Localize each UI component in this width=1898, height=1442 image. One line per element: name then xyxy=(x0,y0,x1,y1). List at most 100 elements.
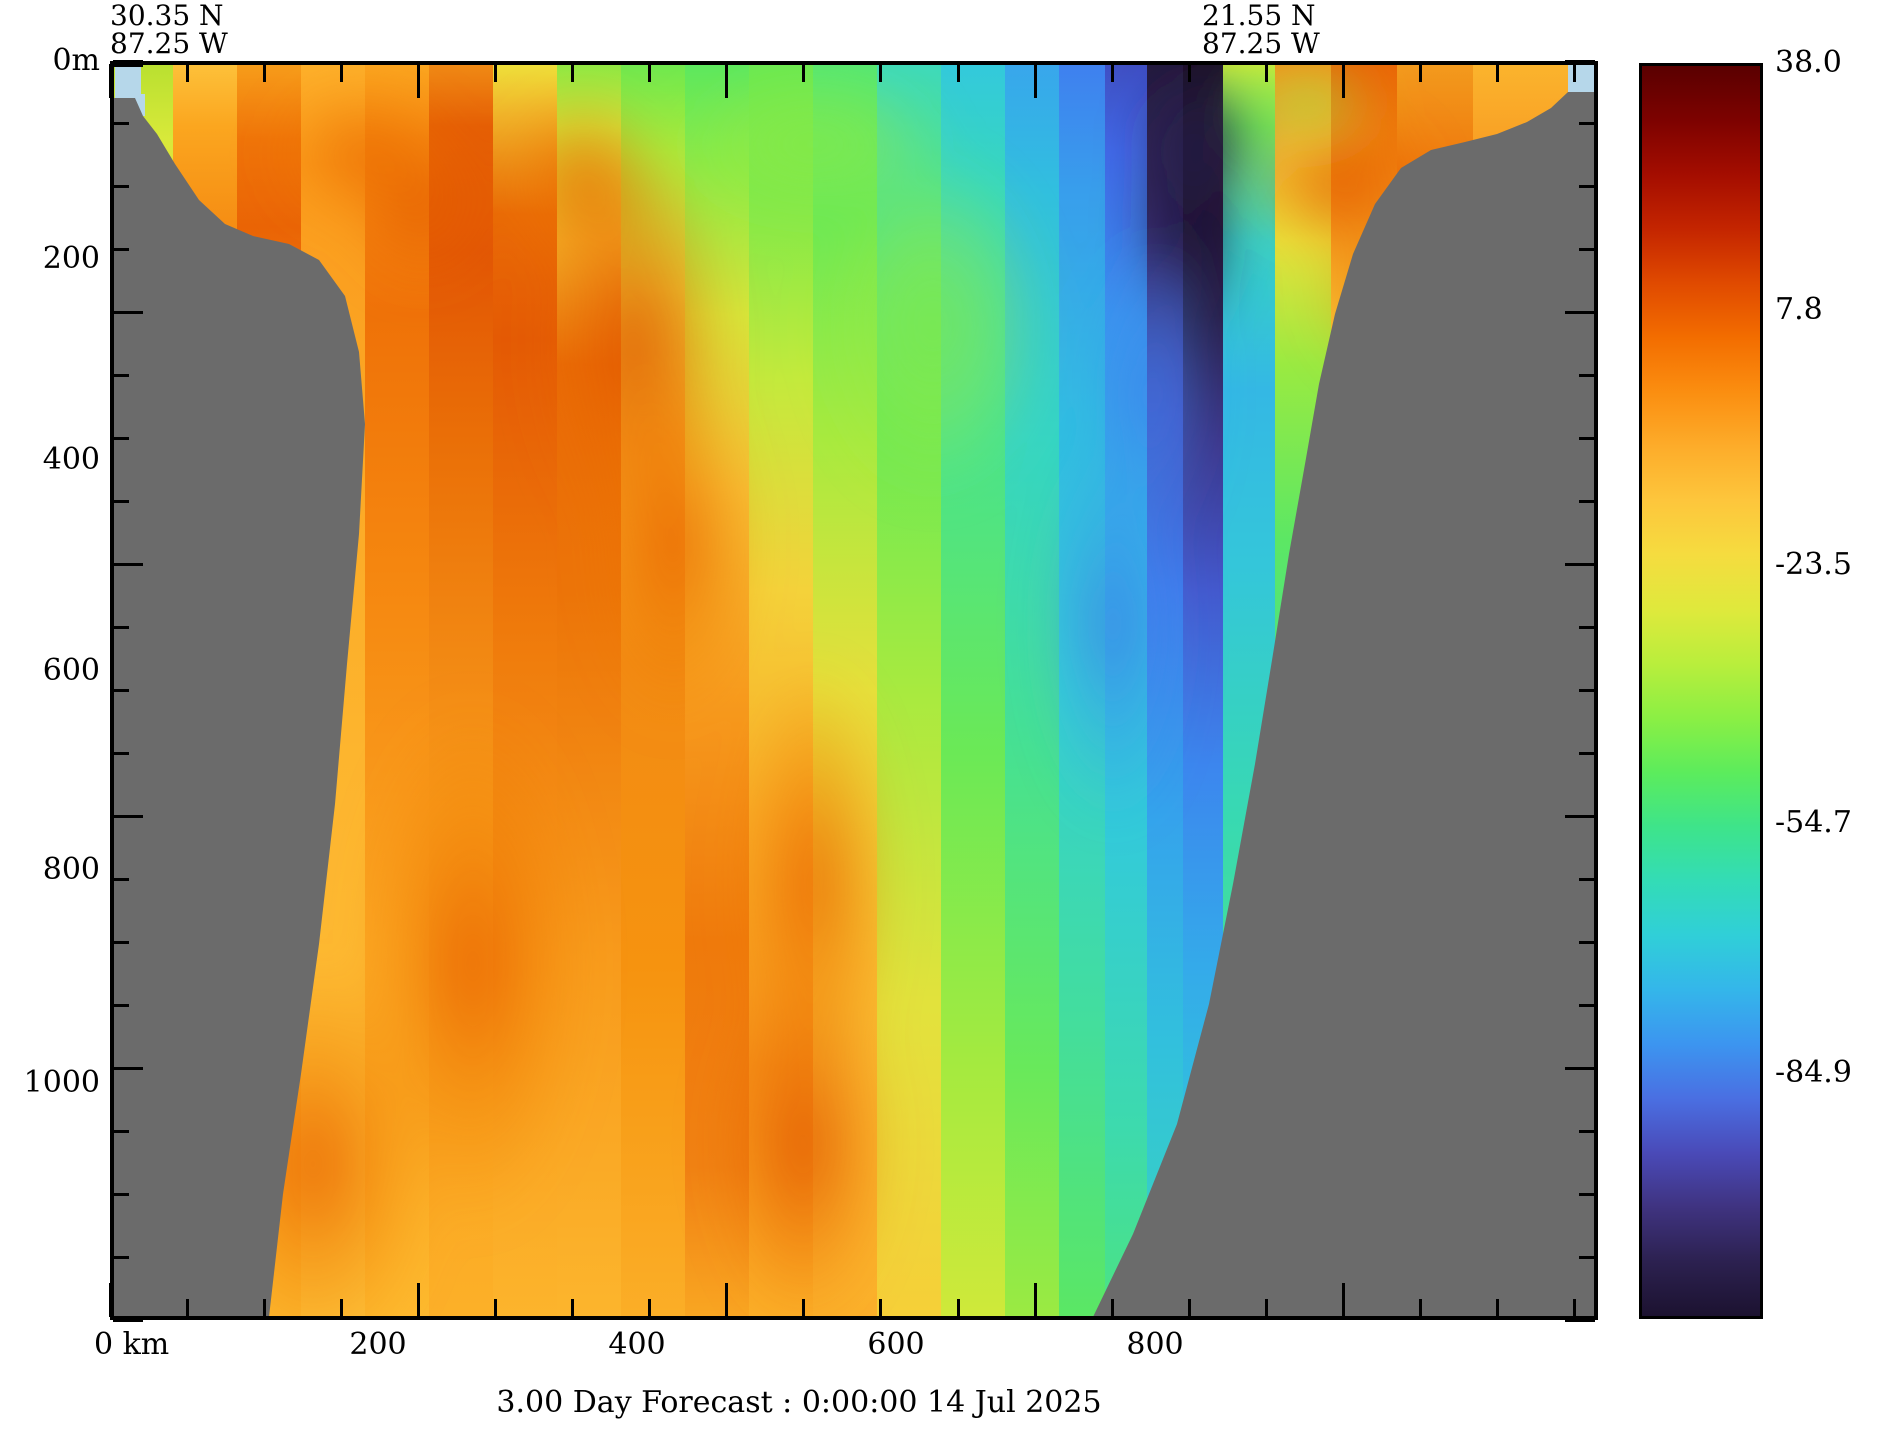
ytick-800 xyxy=(113,1066,143,1070)
colorbar-label-min: -84.9 xyxy=(1775,1055,1852,1090)
xtick-top-450 xyxy=(802,64,806,82)
xtick-label-200: 200 xyxy=(349,1327,407,1362)
xtick-top-0 xyxy=(108,64,112,98)
xtick-top-850 xyxy=(1419,64,1423,82)
field-structure-blobs xyxy=(193,64,1513,1317)
xtick-bottom-700 xyxy=(1187,1299,1191,1317)
colorbar-label-3: -23.5 xyxy=(1775,547,1852,582)
ytick-600 xyxy=(113,814,143,818)
ytick-450 xyxy=(113,626,129,630)
ytick-label-400: 400 xyxy=(42,442,100,477)
xtick-top-950 xyxy=(1573,64,1577,82)
xtick-bottom-750 xyxy=(1264,1299,1268,1317)
xtick-label-400: 400 xyxy=(608,1327,666,1362)
ytick-1000 xyxy=(113,1318,143,1322)
surface-patch-left xyxy=(115,64,141,98)
ytick-label-0: 0m xyxy=(52,43,100,78)
ytick-right-50 xyxy=(1579,122,1595,126)
ytick-label-200: 200 xyxy=(42,241,100,276)
ytick-right-450 xyxy=(1579,626,1595,630)
colorbar-label-4: -54.7 xyxy=(1775,805,1852,840)
xtick-bottom-800 xyxy=(1342,1283,1346,1317)
ytick-right-350 xyxy=(1579,500,1595,504)
xtick-bottom-600 xyxy=(1033,1283,1037,1317)
right-endpoint-coordinates: 21.55 N 87.25 W xyxy=(1202,2,1320,58)
ytick-right-100 xyxy=(1579,185,1595,189)
ytick-right-700 xyxy=(1579,940,1595,944)
xtick-bottom-650 xyxy=(1110,1299,1114,1317)
ytick-right-800 xyxy=(1565,1066,1595,1070)
xtick-bottom-900 xyxy=(1496,1299,1500,1317)
xtick-top-300 xyxy=(571,64,575,82)
xtick-bottom-300 xyxy=(571,1299,575,1317)
xtick-top-600 xyxy=(1033,64,1037,98)
left-latitude-label: 30.35 N xyxy=(110,0,224,32)
xtick-bottom-100 xyxy=(262,1299,266,1317)
left-endpoint-coordinates: 30.35 N 87.25 W xyxy=(110,2,228,58)
ytick-right-200 xyxy=(1565,311,1595,315)
xtick-bottom-250 xyxy=(493,1299,497,1317)
ytick-50 xyxy=(113,122,129,126)
ytick-right-900 xyxy=(1579,1192,1595,1196)
xtick-top-750 xyxy=(1264,64,1268,82)
xtick-top-350 xyxy=(648,64,652,82)
xtick-top-200 xyxy=(416,64,420,98)
ytick-label-600: 600 xyxy=(42,653,100,688)
ytick-700 xyxy=(113,940,129,944)
ytick-right-150 xyxy=(1579,248,1595,252)
colorbar-label-2: 7.8 xyxy=(1775,292,1823,327)
ytick-400 xyxy=(113,563,143,567)
xtick-label-800: 800 xyxy=(1126,1327,1184,1362)
ytick-150 xyxy=(113,248,129,252)
xtick-bottom-200 xyxy=(416,1283,420,1317)
ytick-label-1000: 1000 xyxy=(23,1065,100,1100)
bathymetry-mask-right xyxy=(1093,92,1595,1317)
xtick-top-50 xyxy=(185,64,189,82)
xtick-bottom-500 xyxy=(879,1299,883,1317)
xtick-top-700 xyxy=(1187,64,1191,82)
ytick-0 xyxy=(113,59,143,63)
ytick-right-750 xyxy=(1579,1003,1595,1007)
ytick-300 xyxy=(113,437,129,441)
left-longitude-label: 87.25 W xyxy=(110,27,228,60)
xtick-bottom-150 xyxy=(339,1299,343,1317)
xtick-top-500 xyxy=(879,64,883,82)
colorbar-gradient xyxy=(1642,66,1760,1316)
xtick-bottom-850 xyxy=(1419,1299,1423,1317)
cross-section-plot xyxy=(110,61,1598,1320)
xtick-bottom-50 xyxy=(185,1299,189,1317)
ytick-850 xyxy=(113,1129,129,1133)
ytick-right-400 xyxy=(1565,563,1595,567)
ytick-550 xyxy=(113,751,129,755)
ytick-right-0 xyxy=(1565,59,1595,63)
xtick-top-150 xyxy=(339,64,343,82)
xtick-bottom-350 xyxy=(648,1299,652,1317)
ytick-right-500 xyxy=(1579,689,1595,692)
xtick-top-100 xyxy=(262,64,266,82)
xtick-bottom-550 xyxy=(956,1299,960,1317)
xtick-top-400 xyxy=(725,64,729,98)
xtick-label-600: 600 xyxy=(867,1327,925,1362)
xtick-top-800 xyxy=(1342,64,1346,98)
right-latitude-label: 21.55 N xyxy=(1202,0,1316,32)
ytick-right-550 xyxy=(1579,751,1595,755)
forecast-caption: 3.00 Day Forecast : 0:00:00 14 Jul 2025 xyxy=(496,1385,1102,1420)
colorbar xyxy=(1639,63,1763,1319)
ytick-500 xyxy=(113,689,129,692)
xtick-bottom-400 xyxy=(725,1283,729,1317)
bathymetry-mask-left xyxy=(113,98,365,1317)
ytick-0 xyxy=(113,64,143,67)
ytick-100 xyxy=(113,185,129,189)
cross-section-field xyxy=(113,64,1595,1317)
xtick-top-550 xyxy=(956,64,960,82)
colorbar-label-max: 38.0 xyxy=(1775,45,1842,80)
xtick-bottom-950 xyxy=(1573,1299,1577,1317)
ytick-900 xyxy=(113,1192,129,1196)
ytick-right-250 xyxy=(1579,374,1595,378)
ytick-right-850 xyxy=(1579,1129,1595,1133)
xtick-bottom-450 xyxy=(802,1299,806,1317)
ytick-250 xyxy=(113,374,129,378)
ytick-right-950 xyxy=(1579,1255,1595,1259)
xtick-top-650 xyxy=(1110,64,1114,82)
ytick-200 xyxy=(113,311,143,315)
